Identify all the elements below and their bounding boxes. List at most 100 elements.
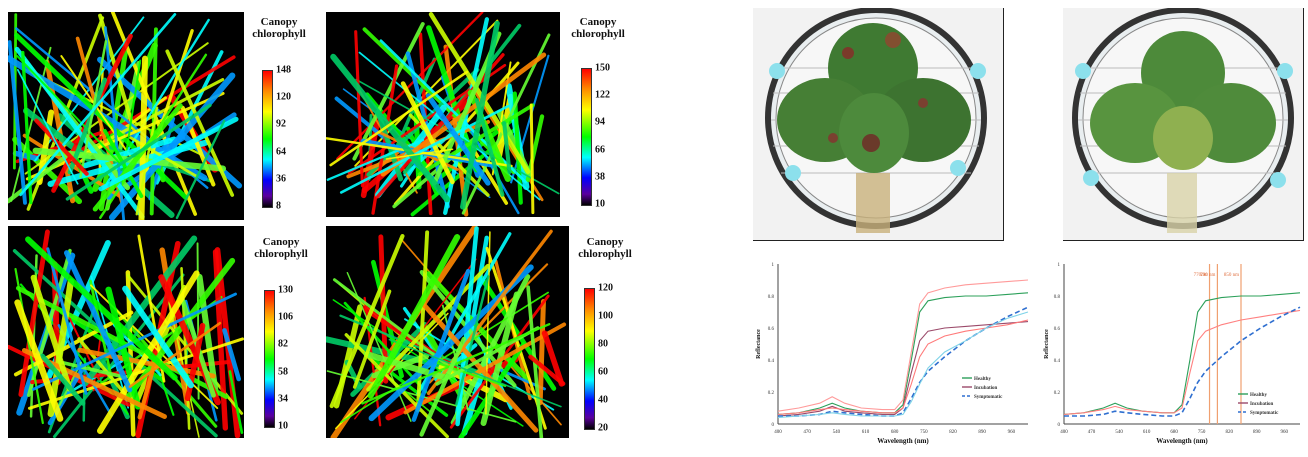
series-line [778,306,1029,417]
leaf-strand [537,299,546,406]
y-tick-label: 0.2 [1054,391,1061,396]
colorbar-tick-label: 150 [595,62,610,74]
leaf-strand [57,324,113,417]
leaf-strand [428,12,531,174]
y-tick-label: 0.8 [1054,295,1061,300]
x-tick-label: 540 [1115,430,1123,435]
y-tick-label: 1 [1058,263,1061,268]
y-tick-label: 0.4 [768,359,775,364]
leaf-strand [455,275,490,406]
leaf-strand [354,30,364,188]
leaf-strand [8,40,27,205]
colorbar-tick-label: 10 [595,198,605,210]
leaf-strand [14,32,189,200]
leaf-strand [415,230,430,413]
x-tick-label: 960 [1281,430,1289,435]
leaf-strand [137,366,156,420]
leaf-strand [385,148,454,160]
x-tick-label: 400 [774,430,782,435]
x-tick-label: 890 [978,430,986,435]
canopy-strands [326,226,567,438]
canopy-strands [326,12,560,217]
x-tick-label: 750 [1198,430,1206,435]
x-tick-label: 400 [1060,430,1068,435]
colorbar-tick-label: 36 [276,173,286,185]
leaf-strand [352,289,392,389]
colorbar-tick-label: 58 [278,366,288,378]
leaf-strand [525,114,545,183]
leaf-photo-1 [753,8,1004,241]
leaf-strand [485,231,491,415]
y-tick-label: 0 [772,423,775,428]
y-tick-label: 0.6 [1054,327,1061,332]
series-line [777,319,1029,415]
legend-label: Symptomatic [1250,411,1279,416]
chlorophyll-heatmap-image [8,12,244,220]
colorbar-title: Canopy chlorophyll [254,236,308,260]
leaf-strand [63,250,133,393]
legend-label: Incubation [1250,402,1274,407]
leaf-strand [25,91,225,181]
colorbar-tick-label: 100 [598,310,613,322]
colorbar-tick-label: 130 [278,284,293,296]
leaf-strand [329,70,469,167]
colorbar-tick-label: 122 [595,89,610,101]
annotation-label: 850 nm [1224,273,1239,278]
leaf-strand [21,50,33,205]
series-line [1063,292,1301,415]
leaf-strand [19,13,177,197]
leaf-strand [400,81,455,185]
leaf-strand [175,119,226,220]
leaf-strand [420,301,539,433]
leaf-strand [126,257,236,399]
colorbar-tick-label: 20 [598,422,608,434]
y-tick-label: 0.8 [768,295,775,300]
series-line [777,279,1029,412]
colorbar-tick-label: 38 [595,171,605,183]
leaf-strand [14,267,44,425]
chlorophyll-heatmap-image [326,12,560,217]
colorbar-tick-label: 120 [598,282,613,294]
canopy-strands [8,229,244,438]
leaf-strand [98,116,239,192]
leaf-strand [47,278,75,418]
leaf-strand [419,336,466,437]
leaf-photo-2 [1063,8,1304,241]
leaf-strand [46,247,88,395]
leaf-strand [222,328,242,382]
colorbar-tick-label: 120 [276,91,291,103]
series-line [1064,306,1301,417]
leaf-strand [109,72,236,220]
colorbar-tick-label: 94 [595,116,605,128]
x-tick-label: 820 [949,430,957,435]
x-tick-label: 680 [891,430,899,435]
legend-label: Symptomatic [974,395,1003,400]
series-line [777,311,1029,419]
leaf-strand [529,103,535,215]
colorbar-tick-label: 148 [276,64,291,76]
leaf-strand [329,233,405,409]
colorbar-title: Canopy chlorophyll [578,236,632,260]
leaf-strand [502,121,512,174]
y-axis-label: Reflectance [1044,329,1050,359]
leaf-strand [403,322,567,415]
colorbar-tick-label: 10 [278,420,288,432]
colorbar-tick-label: 64 [276,146,286,158]
colorbar-tick-label: 80 [598,338,608,350]
colorbar [262,70,273,208]
leaf-strand [18,229,50,397]
colorbar-title: Canopy chlorophyll [252,16,306,40]
x-tick-label: 470 [1088,430,1096,435]
leaf-strand [16,69,79,185]
leaf-strand [16,55,122,166]
leaf-strand [97,56,243,189]
y-tick-label: 0.2 [768,391,775,396]
y-tick-label: 1 [772,263,775,268]
leaf-strand [388,338,562,408]
colorbar-tick-label: 8 [276,200,281,212]
leaf-strand [122,285,195,389]
x-tick-label: 820 [1225,430,1233,435]
x-tick-label: 960 [1008,430,1016,435]
leaf-strand [354,19,499,167]
leaf-strand [67,77,108,175]
